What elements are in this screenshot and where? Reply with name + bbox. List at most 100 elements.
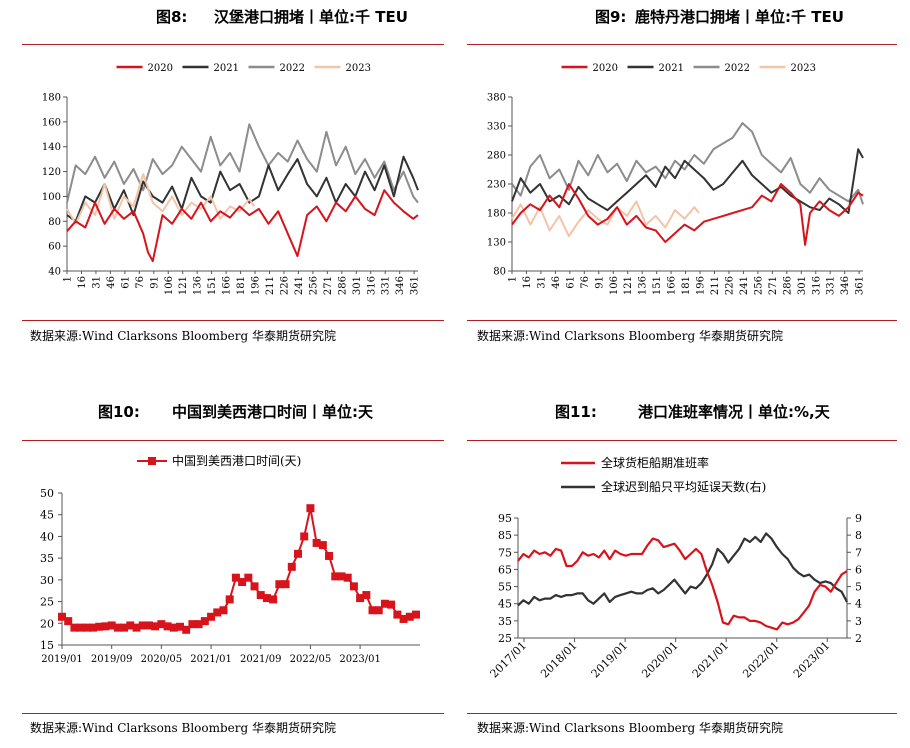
x-tick-label: 16: [522, 276, 533, 289]
x-tick-label: 136: [193, 276, 204, 295]
data-point: [120, 623, 129, 632]
x-tick-label: 2021/09: [240, 654, 282, 665]
data-point: [132, 623, 141, 632]
legend-label-2022: 2022: [280, 63, 305, 74]
data-point: [231, 573, 240, 582]
x-tick-label: 2022/05: [290, 654, 332, 665]
x-tick-label: 361: [855, 276, 866, 295]
x-tick-label: 2020/01: [639, 639, 681, 681]
y-tick-label: 40: [40, 530, 54, 543]
x-tick-label: 181: [236, 276, 247, 295]
figure-8-label: 图8:: [156, 8, 188, 26]
x-tick-label: 76: [580, 276, 591, 289]
x-tick-label: 211: [710, 276, 721, 295]
figure-10-source: 数据来源:Wind Clarksons Bloomberg 华泰期货研究院: [30, 721, 336, 735]
y2-tick-label: 6: [855, 563, 862, 576]
legend-label-2021: 2021: [659, 63, 684, 74]
x-tick-label: 2023/01: [339, 654, 381, 665]
x-tick-label: 91: [594, 276, 605, 289]
x-tick-label: 196: [251, 276, 262, 295]
figure-10-label: 图10:: [98, 403, 140, 421]
x-tick-label: 16: [77, 276, 88, 289]
x-tick-label: 286: [782, 276, 793, 295]
figure-9-panel: 图9: 鹿特丹港口拥堵丨单位:千 TEU 2020 2021 2022 2023 80 1…: [455, 0, 910, 350]
x-tick-label: 106: [164, 276, 175, 295]
y-tick-label: 45: [40, 509, 54, 522]
x-tick-label: 31: [536, 276, 547, 289]
y-tick-label: 15: [40, 639, 54, 652]
data-point: [380, 599, 389, 608]
x-tick-label: 61: [565, 276, 576, 289]
x-tick-label: 241: [294, 276, 305, 295]
y2-tick-label: 3: [855, 615, 862, 628]
x-tick-label: 1: [63, 276, 74, 282]
legend-label-2020: 2020: [593, 63, 618, 74]
data-point: [294, 549, 302, 558]
x-tick-label: 346: [840, 276, 851, 295]
data-point: [281, 580, 290, 589]
x-tick-label: 316: [366, 276, 377, 295]
legend-label-2021: 2021: [214, 63, 239, 74]
figure-11-title-rule: [467, 440, 897, 441]
data-point: [238, 578, 247, 587]
y-tick-label: 280: [487, 151, 506, 162]
x-tick-label: 121: [623, 276, 634, 295]
x-tick-label: 286: [337, 276, 348, 295]
series-line-2022: [66, 123, 419, 204]
series-line-2023: [66, 173, 255, 225]
y2-tick-label: 2: [855, 632, 862, 645]
data-point: [101, 622, 110, 631]
y-tick-label: 140: [42, 142, 61, 153]
data-point: [126, 621, 135, 630]
x-tick-label: 211: [265, 276, 276, 295]
figure-9-title-rule: [467, 44, 897, 45]
x-tick-label: 271: [768, 276, 779, 295]
data-point: [325, 551, 334, 560]
y-tick-label: 50: [40, 487, 54, 500]
data-point: [113, 623, 122, 632]
x-tick-label: 46: [106, 276, 117, 289]
series-line-delay: [517, 532, 848, 607]
x-tick-label: 226: [724, 276, 735, 295]
x-tick-label: 2023/01: [791, 639, 833, 681]
data-point: [64, 617, 73, 626]
x-tick-label: 346: [395, 276, 406, 295]
series-line-2021: [511, 148, 864, 214]
y2-tick-label: 5: [855, 581, 862, 594]
y-tick-label: 230: [487, 180, 506, 191]
figure-11-source: 数据来源:Wind Clarksons Bloomberg 华泰期货研究院: [477, 721, 783, 735]
x-tick-label: 256: [308, 276, 319, 295]
x-tick-label: 2021/01: [190, 654, 232, 665]
data-point: [412, 610, 420, 619]
legend-label-reliability: 全球货柜船期准班率: [601, 455, 709, 470]
x-tick-label: 31: [91, 276, 102, 289]
data-point: [107, 621, 116, 630]
x-tick-label: 181: [681, 276, 692, 295]
x-tick-label: 2017/01: [488, 639, 530, 681]
data-point: [287, 562, 296, 571]
x-tick-label: 2019/01: [41, 654, 83, 665]
y-tick-label: 20: [40, 617, 54, 630]
data-point: [405, 612, 414, 621]
data-point: [200, 617, 209, 626]
x-tick-label: 196: [696, 276, 707, 295]
figure-8-source-rule: [22, 320, 444, 321]
y-tick-label: 65: [498, 563, 512, 576]
figure-10-source-rule: [22, 713, 444, 714]
series-line-2020: [66, 189, 419, 263]
data-point: [318, 541, 327, 550]
chart-china-uswest: 中国到美西港口时间(天) 15 20 25 30 35 40 45 50 2019/01 2019/…: [40, 453, 420, 665]
data-point: [387, 600, 396, 609]
figure-8-title-rule: [22, 44, 444, 45]
data-point: [194, 620, 203, 629]
x-tick-label: 2021/01: [690, 639, 732, 681]
y-tick-label: 380: [487, 93, 506, 104]
data-point: [58, 612, 66, 621]
figure-10-title-rule: [22, 440, 444, 441]
series-line: [61, 507, 417, 631]
x-tick-label: 2020/05: [141, 654, 183, 665]
figure-9-source: 数据来源:Wind Clarksons Bloomberg 华泰期货研究院: [477, 329, 783, 343]
figure-9-title: 鹿特丹港口拥堵丨单位:千 TEU: [635, 8, 844, 26]
